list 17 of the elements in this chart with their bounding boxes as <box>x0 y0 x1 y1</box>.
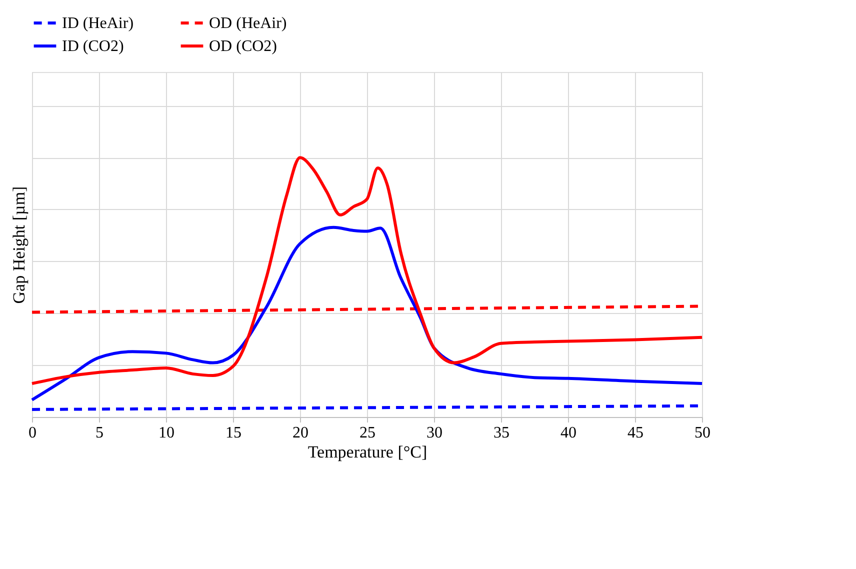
x-tick-label: 15 <box>226 424 242 442</box>
legend-label: OD (HeAir) <box>209 15 287 32</box>
x-tick-label: 30 <box>426 424 442 442</box>
x-tick-label: 10 <box>158 424 174 442</box>
legend-label: OD (CO2) <box>209 38 277 55</box>
legend-label: ID (CO2) <box>62 38 124 55</box>
x-tick-label: 20 <box>292 424 308 442</box>
x-tick-label: 35 <box>494 424 510 442</box>
x-tick-label: 45 <box>628 424 644 442</box>
x-axis-title: Temperature [°C] <box>308 442 428 462</box>
y-axis-title: Gap Height [µm] <box>10 186 28 304</box>
x-tick-label: 5 <box>96 424 104 442</box>
x-tick-label: 25 <box>360 424 376 442</box>
x-tick-label: 0 <box>28 424 36 442</box>
legend-label: ID (HeAir) <box>62 15 134 32</box>
x-tick-label: 50 <box>694 424 710 442</box>
x-tick-label: 40 <box>560 424 576 442</box>
